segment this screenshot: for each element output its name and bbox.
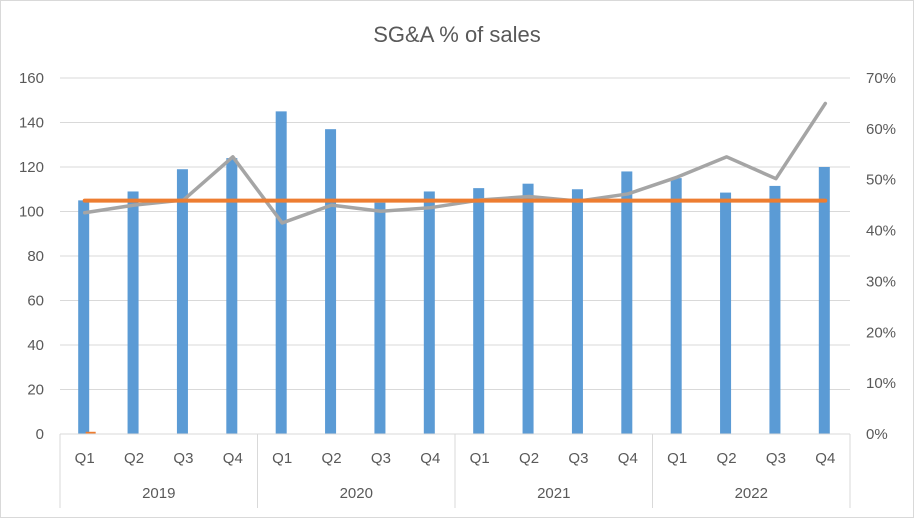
bar [670, 178, 682, 434]
x-tick-label: Q3 [568, 450, 588, 467]
bar [621, 171, 633, 434]
bar [818, 167, 830, 434]
x-tick-label: Q2 [519, 450, 539, 467]
y-left-tick-label: 100 [19, 204, 44, 221]
bar [522, 183, 534, 434]
y-left-tick-label: 140 [19, 115, 44, 132]
y-right-tick-label: 10% [866, 375, 896, 392]
y-left-tick-label: 60 [27, 293, 44, 310]
bar [374, 202, 386, 434]
y-left-tick-label: 160 [19, 70, 44, 87]
x-tick-label: Q3 [766, 450, 786, 467]
x-tick-label: Q2 [717, 450, 737, 467]
x-tick-label: Q4 [420, 450, 440, 467]
bar [275, 111, 287, 434]
y-right-tick-label: 30% [866, 273, 896, 290]
x-group-label: 2020 [340, 485, 373, 502]
x-tick-label: Q3 [173, 450, 193, 467]
x-tick-label: Q3 [371, 450, 391, 467]
y-right-tick-label: 60% [866, 121, 896, 138]
y-left-tick-label: 0 [36, 426, 44, 443]
bar [226, 158, 238, 434]
x-tick-label: Q2 [322, 450, 342, 467]
bar [78, 200, 90, 434]
series-line [82, 101, 828, 225]
y-left-tick-label: 80 [27, 248, 44, 265]
y-right-tick-label: 70% [866, 70, 896, 87]
x-tick-label: Q4 [618, 450, 638, 467]
x-tick-label: Q4 [815, 450, 835, 467]
chart-title: SG&A % of sales [373, 22, 541, 47]
y-right-tick-label: 40% [866, 223, 896, 240]
x-tick-label: Q1 [667, 450, 687, 467]
bar [325, 129, 337, 435]
y-left-tick-label: 120 [19, 159, 44, 176]
y-right-tick-label: 50% [866, 172, 896, 189]
y-right-tick-label: 20% [866, 324, 896, 341]
x-tick-label: Q2 [124, 450, 144, 467]
bar [176, 169, 188, 434]
x-tick-label: Q1 [75, 450, 95, 467]
x-tick-label: Q1 [272, 450, 292, 467]
x-tick-label: Q1 [470, 450, 490, 467]
y-left-tick-label: 20 [27, 382, 44, 399]
y-left-tick-label: 40 [27, 337, 44, 354]
bar [85, 431, 96, 434]
bar [423, 191, 435, 434]
x-group-label: 2021 [537, 485, 570, 502]
bar [571, 189, 583, 434]
y-right-tick-label: 0% [866, 426, 888, 443]
bar [720, 192, 732, 434]
x-group-label: 2022 [735, 485, 768, 502]
x-tick-label: Q4 [223, 450, 243, 467]
x-group-label: 2019 [142, 485, 175, 502]
bar [127, 191, 139, 434]
bar [769, 185, 781, 434]
bar [473, 188, 485, 434]
